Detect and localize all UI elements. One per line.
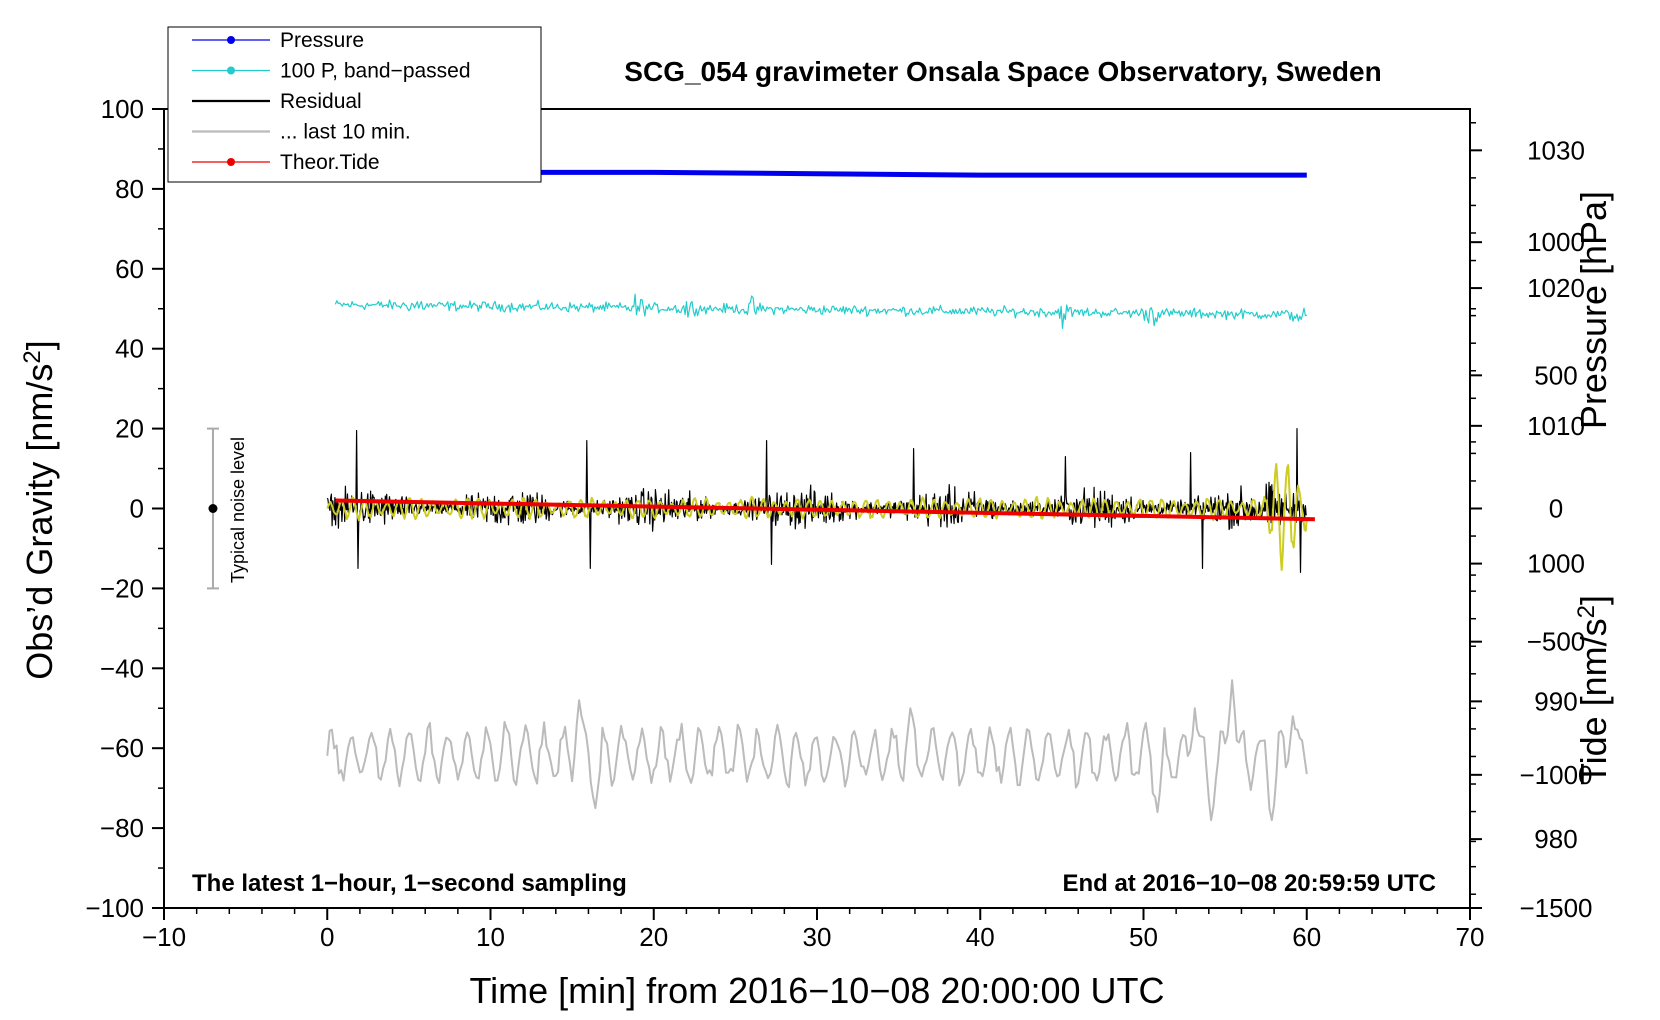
noise-level-label: Typical noise level bbox=[228, 437, 248, 583]
tide-axis-title-sup: 2 bbox=[1573, 605, 1600, 618]
legend-label: Theor.Tide bbox=[280, 151, 380, 174]
y-tick-label: 60 bbox=[115, 254, 144, 284]
legend-marker bbox=[227, 36, 235, 44]
x-tick-label: 40 bbox=[966, 922, 995, 952]
plot-frame bbox=[163, 108, 1471, 909]
x-tick-label: 10 bbox=[476, 922, 505, 952]
x-tick-label: −10 bbox=[142, 922, 186, 952]
pressure-tick-label: 1010 bbox=[1527, 411, 1585, 441]
noise-bar-dot bbox=[208, 504, 218, 513]
y-tick-label: −80 bbox=[100, 813, 144, 843]
x-tick-label: 60 bbox=[1292, 922, 1321, 952]
noise-level-indicator bbox=[206, 427, 219, 590]
y-tick-label: 20 bbox=[115, 414, 144, 444]
x-tick-label: 0 bbox=[320, 922, 334, 952]
tide-tick-label: −500 bbox=[1527, 627, 1586, 657]
x-tick-label: 70 bbox=[1456, 922, 1485, 952]
legend-label: ... last 10 min. bbox=[280, 121, 411, 144]
series-last-10-min bbox=[326, 679, 1308, 822]
legend-label: Pressure bbox=[280, 29, 364, 52]
note-right: End at 2016−10−08 20:59:59 UTC bbox=[1062, 870, 1436, 897]
x-tick-label: 20 bbox=[639, 922, 668, 952]
y-tick-label: 0 bbox=[130, 494, 144, 524]
tide-tick-label: 500 bbox=[1534, 360, 1577, 390]
tide-tick-label: −1000 bbox=[1519, 760, 1592, 790]
y-tick-label: −40 bbox=[100, 653, 144, 683]
pressure-tick-label: 990 bbox=[1534, 686, 1577, 716]
y-axis-title-sup: 2 bbox=[19, 350, 46, 363]
y-tick-label: −100 bbox=[85, 893, 144, 923]
pressure-tick-label: 1030 bbox=[1527, 135, 1585, 165]
pressure-tick-label: 1000 bbox=[1527, 549, 1585, 579]
ticks-layer: −10 0 10 20 30 40 50 60 70−100−80−60−40−20020406… bbox=[85, 94, 1592, 952]
legend: Pressure 100 P, band−passed Residual ... la… bbox=[167, 26, 542, 183]
series-pressure-bandpassed bbox=[334, 293, 1308, 329]
legend-label: Residual bbox=[280, 90, 362, 113]
pressure-tick-label: 980 bbox=[1534, 824, 1577, 854]
series-theor-tide bbox=[335, 498, 1315, 522]
y-tick-label: −20 bbox=[100, 573, 144, 603]
legend-label: 100 P, band−passed bbox=[280, 60, 471, 83]
tide-axis-title: Tide [nm/s2] bbox=[1573, 595, 1614, 785]
x-tick-label: 30 bbox=[803, 922, 832, 952]
y-tick-label: 40 bbox=[115, 334, 144, 364]
tide-tick-label: 0 bbox=[1549, 494, 1563, 524]
y-tick-label: 80 bbox=[115, 174, 144, 204]
chart-title: SCG_054 gravimeter Onsala Space Observat… bbox=[624, 56, 1381, 87]
x-tick-label: 50 bbox=[1129, 922, 1158, 952]
y-tick-label: −60 bbox=[100, 733, 144, 763]
x-axis-title: Time [min] from 2016−10−08 20:00:00 UTC bbox=[469, 970, 1164, 1011]
legend-marker bbox=[227, 158, 235, 166]
y-tick-label: 100 bbox=[101, 94, 144, 124]
tide-tick-label: −1500 bbox=[1519, 893, 1592, 923]
note-left: The latest 1−hour, 1−second sampling bbox=[192, 870, 627, 897]
pressure-axis-title: Pressure [hPa] bbox=[1573, 191, 1614, 429]
pressure-tick-label: 1020 bbox=[1527, 273, 1585, 303]
legend-box bbox=[167, 26, 542, 183]
y-axis-title: Obs’d Gravity [nm/s2] bbox=[19, 340, 60, 679]
tide-tick-label: 1000 bbox=[1527, 227, 1585, 257]
series-layer bbox=[326, 169, 1315, 822]
legend-marker bbox=[227, 66, 235, 75]
